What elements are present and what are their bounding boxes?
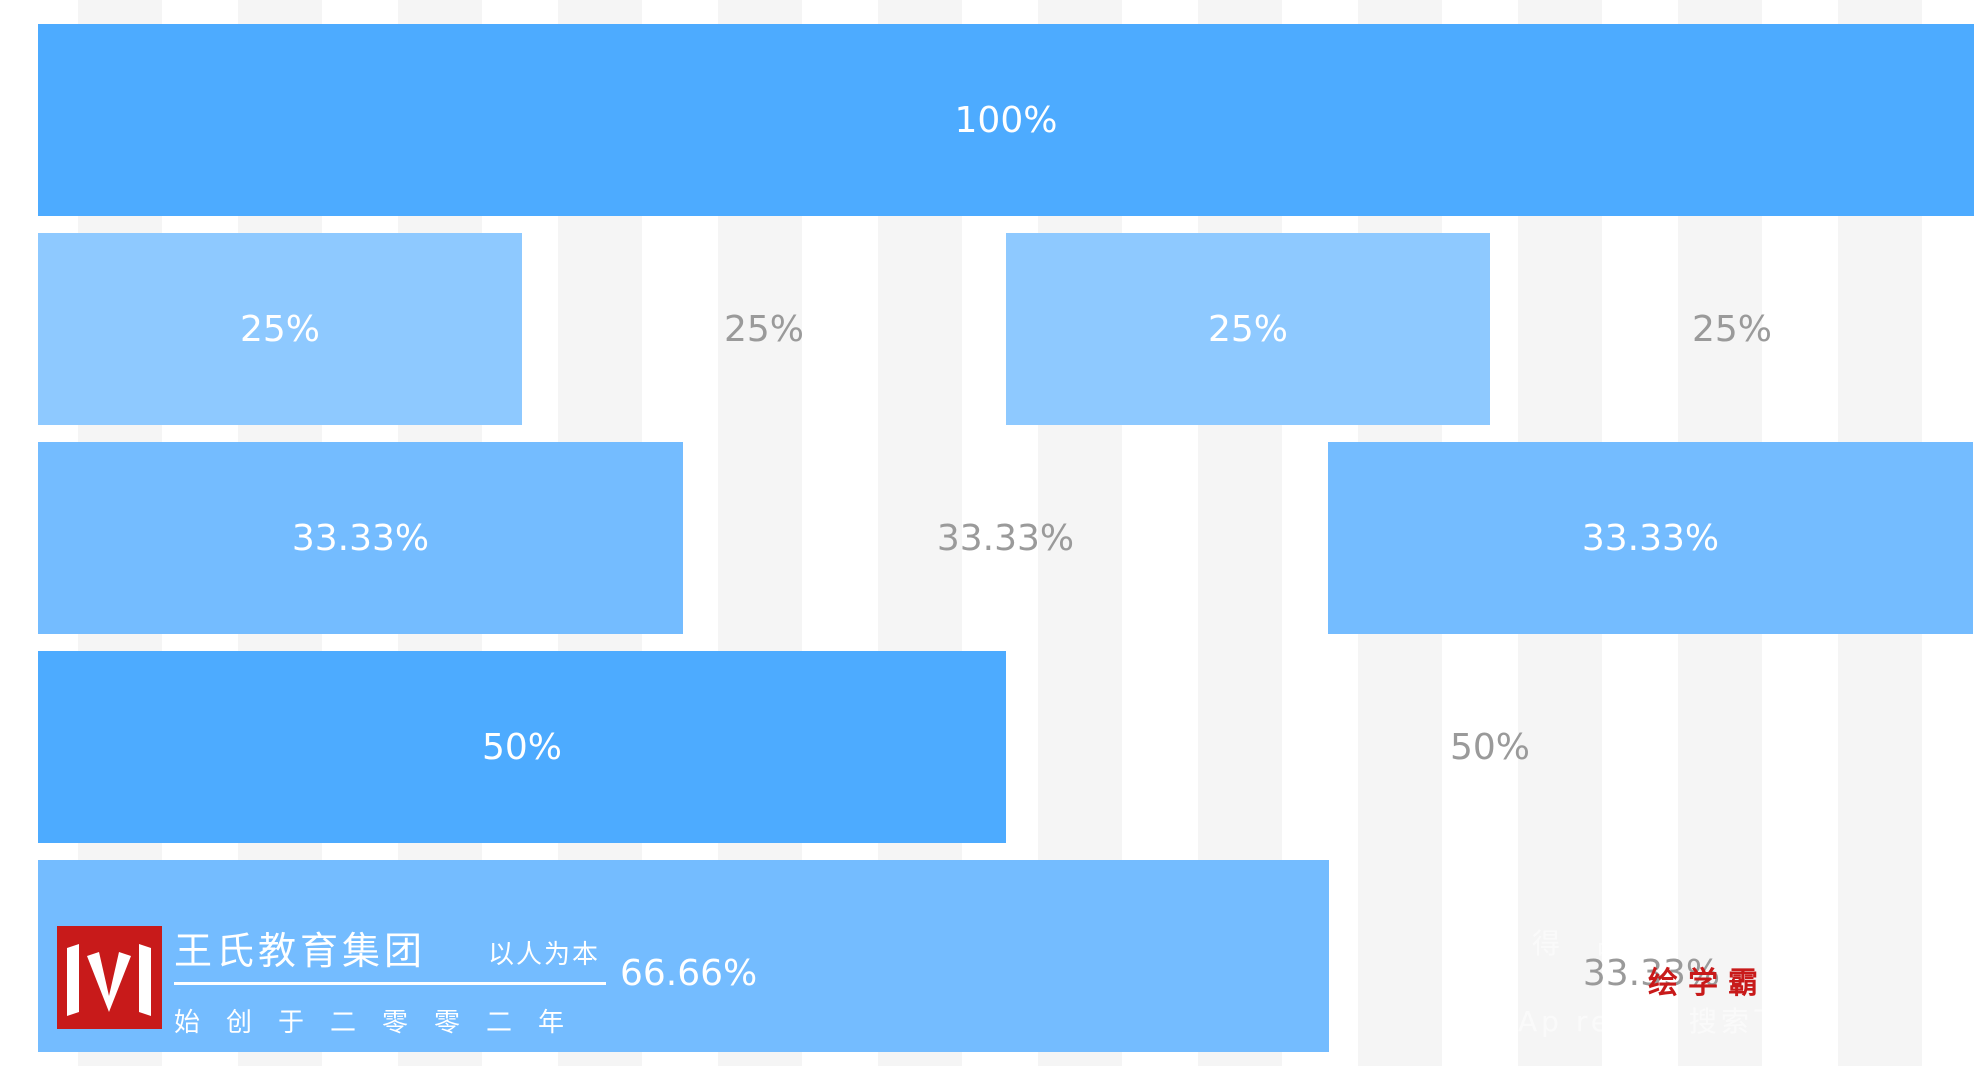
segment-label: 25% <box>1691 308 1772 350</box>
huixueba-mark: 绘学霸 <box>1648 966 1768 1001</box>
segment-label: 66.66% <box>620 952 758 994</box>
filled-segment: 50% <box>38 651 1006 843</box>
filled-segment: 66.66% <box>38 860 1329 1052</box>
percentage-row: 25% 25% 25% 25% <box>38 233 1974 425</box>
segment-label: 100% <box>954 99 1058 141</box>
empty-segment: 33.33% <box>683 442 1328 634</box>
empty-segment: 33.33% <box>1329 860 1974 1052</box>
empty-segment: 25% <box>522 233 1006 425</box>
segment-label: 33.33% <box>291 517 430 559</box>
percentage-row: 100% <box>38 24 1974 216</box>
segment-label: 50% <box>481 726 562 768</box>
watermark-text-1: 获得 品教 <box>1490 927 1681 960</box>
brand-subtitle: 始创于二零零二年 <box>174 1008 591 1038</box>
filled-segment: 100% <box>38 24 1974 216</box>
segment-label: 33.33% <box>936 517 1075 559</box>
w-logo-icon <box>57 926 162 1029</box>
filled-segment: 25% <box>1006 233 1490 425</box>
brand-divider <box>174 982 606 985</box>
watermark-text-2: 在Ap re或国 搜索下 <box>1486 1005 1785 1038</box>
filled-segment: 33.33% <box>1328 442 1973 634</box>
percentage-row: 33.33% 33.33% 33.33% <box>38 442 1974 634</box>
filled-segment: 25% <box>38 233 522 425</box>
filled-segment: 33.33% <box>38 442 683 634</box>
empty-segment: 50% <box>1006 651 1974 843</box>
empty-segment: 25% <box>1490 233 1974 425</box>
percentage-row: 66.66% 33.33% <box>38 860 1974 1052</box>
segment-label: 33.33% <box>1582 952 1721 994</box>
segment-label: 25% <box>723 308 804 350</box>
percentage-row: 50% 50% <box>38 651 1974 843</box>
segment-label: 25% <box>1207 308 1288 350</box>
segment-label: 33.33% <box>1581 517 1720 559</box>
brand-slogan: 以人为本 <box>488 940 601 970</box>
brand-title: 王氏教育集团 <box>174 929 427 973</box>
segment-label: 25% <box>239 308 320 350</box>
segment-label: 50% <box>1449 726 1530 768</box>
